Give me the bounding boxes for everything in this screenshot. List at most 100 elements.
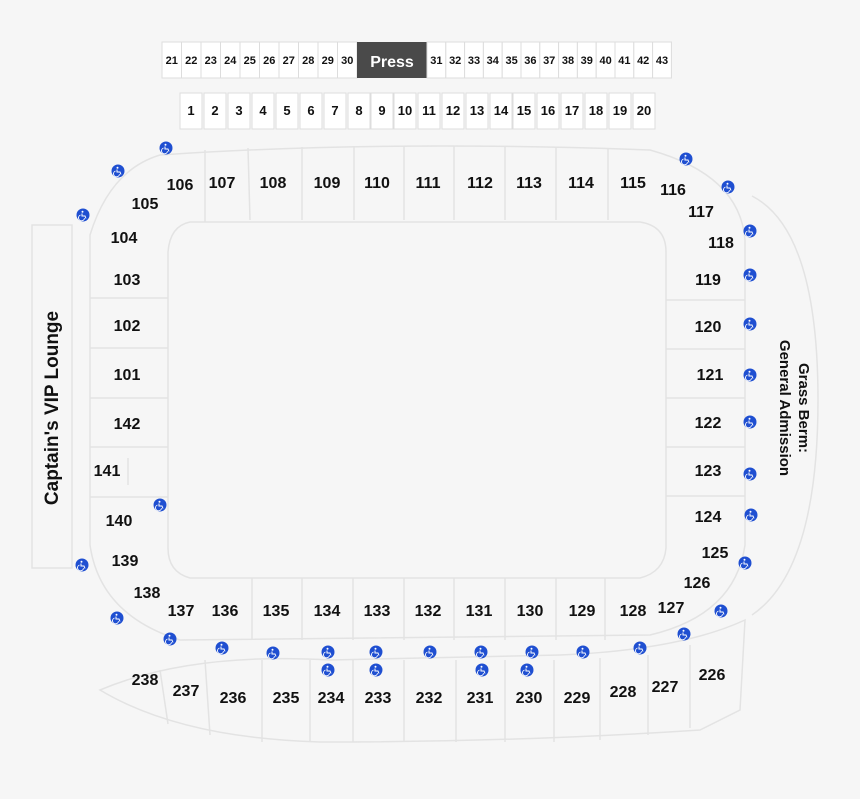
section-108[interactable]: 108 bbox=[260, 175, 287, 192]
section-232[interactable]: 232 bbox=[416, 690, 443, 707]
suite-8[interactable]: 8 bbox=[347, 92, 371, 130]
section-227[interactable]: 227 bbox=[652, 679, 679, 696]
section-237[interactable]: 237 bbox=[173, 683, 200, 700]
section-117[interactable]: 117 bbox=[688, 204, 714, 221]
press-seat-22[interactable]: 22 bbox=[181, 41, 202, 79]
section-124[interactable]: 124 bbox=[695, 509, 722, 526]
section-114[interactable]: 114 bbox=[568, 175, 594, 192]
suite-13[interactable]: 13 bbox=[465, 92, 489, 130]
suite-2[interactable]: 2 bbox=[203, 92, 227, 130]
suite-15[interactable]: 15 bbox=[512, 92, 536, 130]
suite-19[interactable]: 19 bbox=[608, 92, 632, 130]
suite-1[interactable]: 1 bbox=[179, 92, 203, 130]
press-seat-32[interactable]: 32 bbox=[445, 41, 466, 79]
suite-18[interactable]: 18 bbox=[584, 92, 608, 130]
press-seat-25[interactable]: 25 bbox=[239, 41, 260, 79]
section-109[interactable]: 109 bbox=[314, 175, 341, 192]
section-132[interactable]: 132 bbox=[415, 603, 442, 620]
section-104[interactable]: 104 bbox=[111, 230, 138, 247]
suite-7[interactable]: 7 bbox=[323, 92, 347, 130]
press-seat-41[interactable]: 41 bbox=[614, 41, 635, 79]
section-129[interactable]: 129 bbox=[569, 603, 596, 620]
section-105[interactable]: 105 bbox=[132, 196, 159, 213]
section-137[interactable]: 137 bbox=[168, 603, 195, 620]
section-226[interactable]: 226 bbox=[699, 667, 726, 684]
press-seat-27[interactable]: 27 bbox=[278, 41, 299, 79]
section-235[interactable]: 235 bbox=[273, 690, 300, 707]
section-133[interactable]: 133 bbox=[364, 603, 391, 620]
section-120[interactable]: 120 bbox=[695, 319, 722, 336]
press-seat-30[interactable]: 30 bbox=[337, 41, 358, 79]
section-136[interactable]: 136 bbox=[212, 603, 239, 620]
press-seat-39[interactable]: 39 bbox=[576, 41, 597, 79]
suite-5[interactable]: 5 bbox=[275, 92, 299, 130]
section-111[interactable]: 111 bbox=[416, 175, 441, 192]
suite-17[interactable]: 17 bbox=[560, 92, 584, 130]
section-140[interactable]: 140 bbox=[106, 513, 133, 530]
press-seat-42[interactable]: 42 bbox=[633, 41, 654, 79]
press-box[interactable] bbox=[357, 42, 427, 78]
section-135[interactable]: 135 bbox=[263, 603, 290, 620]
suite-11[interactable]: 11 bbox=[417, 92, 441, 130]
section-110[interactable]: 110 bbox=[364, 175, 390, 192]
section-127[interactable]: 127 bbox=[658, 600, 685, 617]
section-126[interactable]: 126 bbox=[684, 575, 711, 592]
section-236[interactable]: 236 bbox=[220, 690, 247, 707]
suite-6[interactable]: 6 bbox=[299, 92, 323, 130]
section-141[interactable]: 141 bbox=[94, 463, 121, 480]
section-113[interactable]: 113 bbox=[516, 175, 542, 192]
suite-19-box bbox=[608, 92, 632, 130]
press-seat-24[interactable]: 24 bbox=[220, 41, 241, 79]
suite-3[interactable]: 3 bbox=[227, 92, 251, 130]
section-118[interactable]: 118 bbox=[708, 235, 734, 252]
section-231[interactable]: 231 bbox=[467, 690, 494, 707]
section-116[interactable]: 116 bbox=[660, 182, 686, 199]
section-139[interactable]: 139 bbox=[112, 553, 139, 570]
section-229[interactable]: 229 bbox=[564, 690, 591, 707]
press-seat-36[interactable]: 36 bbox=[520, 41, 541, 79]
section-230[interactable]: 230 bbox=[516, 690, 543, 707]
suite-4[interactable]: 4 bbox=[251, 92, 275, 130]
press-seat-43[interactable]: 43 bbox=[652, 41, 672, 79]
suite-12[interactable]: 12 bbox=[441, 92, 465, 130]
section-106[interactable]: 106 bbox=[167, 177, 194, 194]
section-103[interactable]: 103 bbox=[114, 272, 141, 289]
press-seat-40[interactable]: 40 bbox=[595, 41, 616, 79]
section-130[interactable]: 130 bbox=[517, 603, 544, 620]
section-102[interactable]: 102 bbox=[114, 318, 141, 335]
press-seat-28[interactable]: 28 bbox=[298, 41, 319, 79]
section-228[interactable]: 228 bbox=[610, 684, 637, 701]
press-seat-37[interactable]: 37 bbox=[539, 41, 560, 79]
press-seat-33[interactable]: 33 bbox=[464, 41, 484, 79]
section-142[interactable]: 142 bbox=[114, 416, 141, 433]
suite-10[interactable]: 10 bbox=[393, 92, 417, 130]
section-112[interactable]: 112 bbox=[467, 175, 493, 192]
section-238[interactable]: 238 bbox=[132, 672, 159, 689]
section-121[interactable]: 121 bbox=[697, 367, 724, 384]
suite-20[interactable]: 20 bbox=[632, 92, 656, 130]
section-101[interactable]: 101 bbox=[114, 367, 141, 384]
section-134[interactable]: 134 bbox=[314, 603, 341, 620]
press-seat-29[interactable]: 29 bbox=[317, 41, 338, 79]
suite-14[interactable]: 14 bbox=[489, 92, 513, 130]
section-125[interactable]: 125 bbox=[702, 545, 729, 562]
section-128[interactable]: 128 bbox=[620, 603, 647, 620]
press-seat-35[interactable]: 35 bbox=[501, 41, 522, 79]
press-seat-34[interactable]: 34 bbox=[482, 41, 503, 79]
press-seat-21[interactable]: 21 bbox=[161, 41, 182, 79]
press-seat-26[interactable]: 26 bbox=[259, 41, 280, 79]
section-131[interactable]: 131 bbox=[466, 603, 493, 620]
press-seat-38[interactable]: 38 bbox=[558, 41, 578, 79]
section-138[interactable]: 138 bbox=[134, 585, 161, 602]
section-107[interactable]: 107 bbox=[209, 175, 236, 192]
press-seat-23[interactable]: 23 bbox=[200, 41, 221, 79]
section-123[interactable]: 123 bbox=[695, 463, 722, 480]
press-seat-31[interactable]: 31 bbox=[426, 41, 447, 79]
section-233[interactable]: 233 bbox=[365, 690, 392, 707]
section-234[interactable]: 234 bbox=[318, 690, 345, 707]
suite-16[interactable]: 16 bbox=[536, 92, 560, 130]
section-122[interactable]: 122 bbox=[695, 415, 722, 432]
section-119[interactable]: 119 bbox=[695, 272, 721, 289]
suite-9[interactable]: 9 bbox=[370, 92, 394, 130]
section-115[interactable]: 115 bbox=[620, 175, 646, 192]
